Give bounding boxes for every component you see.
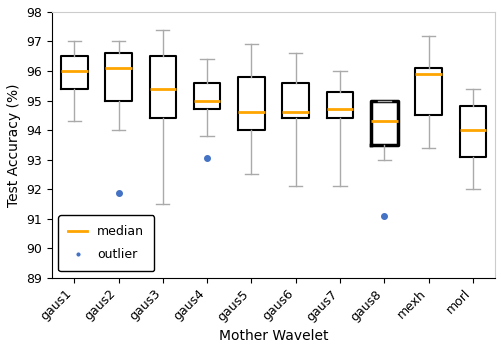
X-axis label: Mother Wavelet: Mother Wavelet: [218, 329, 328, 343]
Legend: median, outlier: median, outlier: [58, 215, 154, 271]
Y-axis label: Test Accuracy (%): Test Accuracy (%): [7, 83, 21, 206]
